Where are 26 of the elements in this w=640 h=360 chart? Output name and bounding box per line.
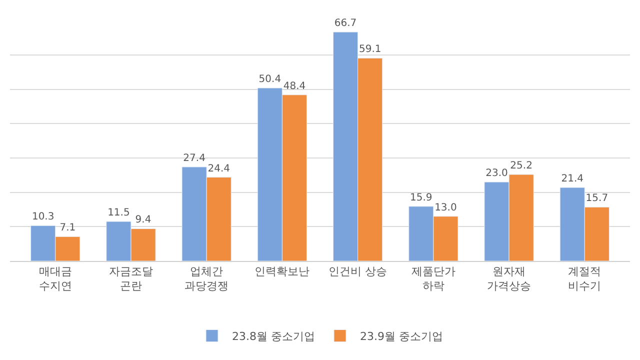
data-label: 27.4: [183, 152, 206, 164]
data-label: 50.4: [258, 74, 282, 85]
data-label: 9.4: [135, 214, 152, 226]
x-tick-label: 계절적 비수기: [568, 265, 602, 292]
data-label: 13.0: [434, 202, 457, 214]
data-label: 25.2: [510, 160, 532, 172]
x-tick-label: 자금조달 곤란: [108, 265, 153, 292]
data-label: 10.3: [32, 212, 54, 223]
legend-label: 23.9월 중소기업: [360, 330, 443, 344]
data-label: 66.7: [334, 18, 357, 30]
data-label: 24.4: [208, 163, 230, 174]
x-tick-label: 제품단가 하락: [411, 265, 456, 292]
data-label: 15.7: [586, 193, 608, 204]
x-tick-label: 매대금 수지연: [38, 265, 72, 292]
legend-label: 23.8월 중소기업: [232, 330, 315, 344]
data-label: 7.1: [60, 222, 76, 234]
x-tick-label: 인력확보난: [254, 265, 310, 278]
data-label: 11.5: [108, 208, 130, 219]
x-tick-label: 인건비 상승: [328, 265, 388, 278]
data-label: 21.4: [561, 174, 584, 185]
data-label: 48.4: [283, 80, 306, 92]
x-tick-label: 업체간 과당경쟁: [184, 265, 229, 292]
x-tick-label: 원자재 가격상승: [487, 265, 532, 292]
data-label: 59.1: [358, 44, 382, 56]
data-label: 15.9: [410, 192, 432, 204]
data-label: 23.0: [486, 168, 508, 180]
